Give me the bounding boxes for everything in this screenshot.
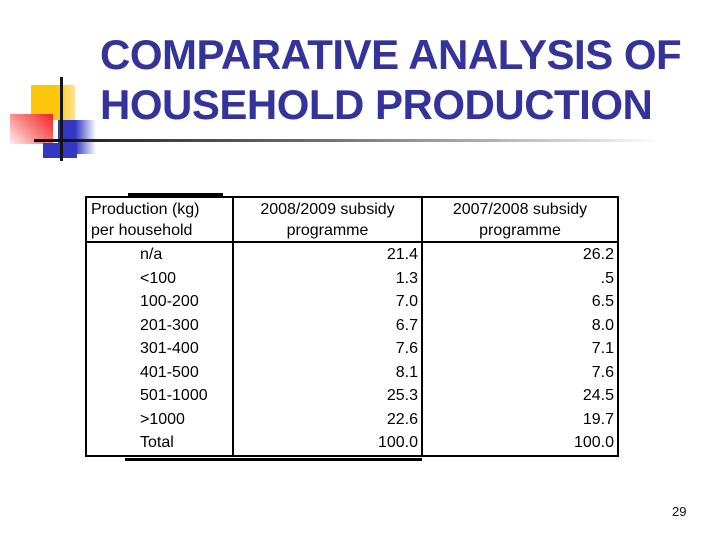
slide-title-line1: COMPARATIVE ANALYSIS OF bbox=[100, 31, 682, 78]
vertical-line-decoration bbox=[60, 77, 63, 161]
row-label: <100 bbox=[87, 266, 234, 290]
slide-title-line2: HOUSEHOLD PRODUCTION bbox=[100, 81, 653, 128]
row-label: 100-200 bbox=[87, 290, 234, 314]
value-2007-2008: .5 bbox=[600, 269, 614, 287]
column-header-2007-2008: 2007/2008 subsidy programme bbox=[452, 201, 588, 239]
row-label: 301-400 bbox=[87, 337, 234, 361]
row-label: 401-500 bbox=[87, 360, 234, 384]
row-label: >1000 bbox=[87, 407, 234, 431]
value-2008-2009: 6.7 bbox=[234, 313, 423, 337]
value-2007-2008: 7.6 bbox=[591, 363, 614, 381]
slide-title: COMPARATIVE ANALYSIS OF HOUSEHOLD PRODUC… bbox=[100, 30, 710, 130]
value-2007-2008: 19.7 bbox=[582, 410, 614, 428]
value-2007-2008: 7.1 bbox=[591, 340, 614, 357]
table-border-artifact-bottom bbox=[125, 458, 422, 461]
row-label: 201-300 bbox=[87, 313, 234, 337]
title-divider-line bbox=[34, 139, 660, 142]
table-header-row: Production (kg) per household 2008/2009 … bbox=[87, 198, 617, 243]
value-2008-2009: 100.0 bbox=[234, 431, 423, 455]
row-label: n/a bbox=[87, 243, 234, 267]
value-2007-2008: 100.0 bbox=[573, 434, 614, 451]
table-row: 100-200 7.0 6.5 bbox=[87, 290, 617, 314]
column-header-2008-2009: 2008/2009 subsidy programme bbox=[234, 198, 423, 241]
value-2008-2009: 7.0 bbox=[234, 290, 423, 314]
table-row: <100 1.3 .5 bbox=[87, 266, 617, 290]
value-2008-2009: 8.1 bbox=[234, 360, 423, 384]
row-label: Total bbox=[87, 431, 234, 455]
value-2007-2008: 26.2 bbox=[582, 246, 614, 263]
value-2008-2009: 7.6 bbox=[234, 337, 423, 361]
table-row: n/a 21.4 26.2 bbox=[87, 243, 617, 267]
table-row: 501-1000 25.3 24.5 bbox=[87, 384, 617, 408]
page-number: 29 bbox=[672, 504, 687, 519]
value-2007-2008: 24.5 bbox=[582, 387, 614, 404]
table-row-total: Total 100.0 100.0 bbox=[87, 431, 617, 455]
value-2008-2009: 21.4 bbox=[234, 243, 423, 267]
row-label: 501-1000 bbox=[87, 384, 234, 408]
table-row: 301-400 7.6 7.1 bbox=[87, 337, 617, 361]
table-row: >1000 22.6 19.7 bbox=[87, 407, 617, 431]
column-header-production: Production (kg) per household bbox=[87, 198, 234, 241]
value-2007-2008: 8.0 bbox=[591, 316, 614, 334]
value-2007-2008: 6.5 bbox=[591, 293, 614, 310]
value-2008-2009: 25.3 bbox=[234, 384, 423, 408]
table-border-artifact-top bbox=[128, 193, 223, 196]
production-comparison-table: Production (kg) per household 2008/2009 … bbox=[85, 196, 619, 457]
value-2008-2009: 1.3 bbox=[234, 266, 423, 290]
table-row: 401-500 8.1 7.6 bbox=[87, 360, 617, 384]
value-2008-2009: 22.6 bbox=[234, 407, 423, 431]
table-row: 201-300 6.7 8.0 bbox=[87, 313, 617, 337]
